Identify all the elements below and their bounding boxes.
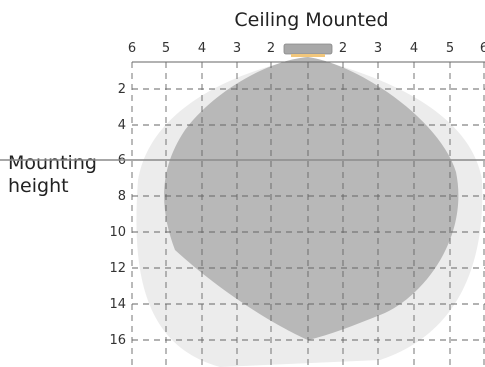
h-tick-label: 6	[128, 41, 136, 56]
h-tick-label: 3	[374, 41, 382, 56]
h-tick-label: 2	[267, 41, 275, 56]
h-tick-label: 4	[410, 41, 418, 56]
mounting-height-label-line1: Mounting	[8, 152, 97, 174]
vertical-ticks: 246810121416	[109, 82, 126, 348]
h-tick-label: 5	[162, 41, 170, 56]
mounting-height-label: Mounting height	[8, 152, 97, 198]
v-tick-label: 16	[109, 333, 126, 348]
v-tick-label: 8	[118, 189, 126, 204]
diagram-title: Ceiling Mounted	[234, 9, 389, 31]
ceiling-fixture-icon	[283, 43, 333, 57]
h-tick-label: 5	[446, 41, 454, 56]
v-tick-label: 10	[109, 225, 126, 240]
mounting-height-label-line2: height	[8, 175, 69, 197]
v-tick-label: 14	[109, 297, 126, 312]
v-tick-label: 4	[118, 118, 126, 133]
horizontal-ticks: 6 5 4 3 2 2 3 4 5 6	[128, 41, 485, 56]
h-tick-label: 4	[198, 41, 206, 56]
h-tick-label: 2	[339, 41, 347, 56]
h-tick-label: 3	[233, 41, 241, 56]
h-tick-label: 6	[480, 41, 485, 56]
inner-coverage-zone	[164, 57, 459, 340]
v-tick-label: 12	[109, 261, 126, 276]
v-tick-label: 2	[118, 82, 126, 97]
